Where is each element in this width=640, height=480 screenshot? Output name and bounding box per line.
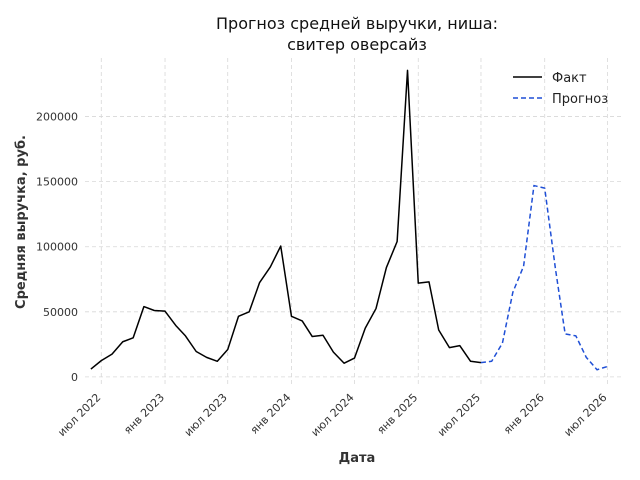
chart-title-line-1: Прогноз средней выручки, ниша: bbox=[216, 14, 498, 33]
x-tick-label: янв 2026 bbox=[501, 391, 547, 437]
legend-label-forecast: Прогноз bbox=[552, 92, 608, 107]
x-axis-ticks: июл 2022 янв 2023 июл 2023 янв 2024 июл 2024… bbox=[55, 391, 609, 439]
series-line-fact bbox=[90, 69, 482, 370]
grid bbox=[85, 58, 623, 386]
x-tick-label: янв 2025 bbox=[375, 391, 421, 437]
x-tick-label: июл 2022 bbox=[55, 391, 103, 439]
y-tick-label: 0 bbox=[71, 371, 78, 384]
chart-title-line-2: свитер оверсайз bbox=[287, 35, 427, 54]
plot-series bbox=[90, 69, 608, 371]
y-axis-label: Средняя выручка, руб. bbox=[14, 135, 29, 309]
x-axis-label: Дата bbox=[339, 451, 376, 466]
legend: Факт Прогноз bbox=[513, 71, 608, 107]
x-tick-label: июл 2024 bbox=[309, 391, 357, 439]
legend-label-fact: Факт bbox=[552, 71, 587, 86]
y-tick-label: 50000 bbox=[43, 306, 78, 319]
x-tick-label: июл 2026 bbox=[561, 391, 609, 439]
y-tick-label: 150000 bbox=[36, 176, 78, 189]
x-tick-label: янв 2024 bbox=[248, 391, 294, 437]
y-axis-ticks: 0 50000 100000 150000 200000 bbox=[36, 111, 78, 384]
x-tick-label: янв 2023 bbox=[121, 391, 167, 437]
y-tick-label: 100000 bbox=[36, 241, 78, 254]
x-tick-label: июл 2023 bbox=[182, 391, 230, 439]
series-line-forecast bbox=[480, 184, 608, 371]
y-tick-label: 200000 bbox=[36, 111, 78, 124]
x-tick-label: июл 2025 bbox=[435, 391, 483, 439]
